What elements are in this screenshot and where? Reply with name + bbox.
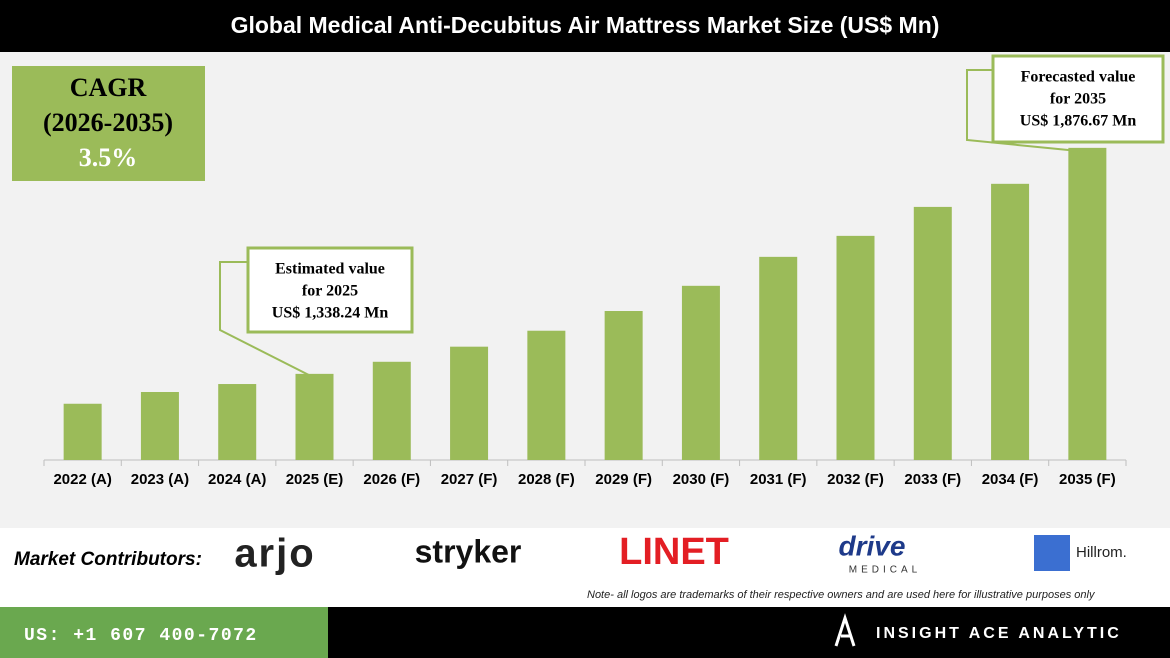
x-tick-label: 2022 (A) <box>53 471 111 488</box>
callout-text: Forecasted value <box>1021 69 1136 86</box>
footer-phone: US: +1 607 400-7072 <box>24 626 258 646</box>
x-tick-label: 2033 (F) <box>904 471 961 488</box>
logo-medical: MEDICAL <box>849 565 921 576</box>
bar <box>991 183 1030 460</box>
x-tick-label: 2030 (F) <box>673 471 730 488</box>
x-tick-label: 2026 (F) <box>363 471 420 488</box>
logo-arjo: arjo <box>234 532 315 576</box>
x-tick-label: 2025 (E) <box>286 471 344 488</box>
callout-box <box>991 54 1165 144</box>
title-bar <box>0 0 1170 52</box>
contributors-band <box>0 528 1170 607</box>
chart-title: Global Medical Anti-Decubitus Air Mattre… <box>231 12 940 38</box>
bar <box>681 285 720 460</box>
cagr-value: 3.5% <box>79 143 138 172</box>
x-tick-label: 2027 (F) <box>441 471 498 488</box>
logo-stryker: stryker <box>415 533 522 569</box>
bar <box>527 330 566 460</box>
cagr-label: CAGR <box>70 73 147 102</box>
x-tick-label: 2034 (F) <box>982 471 1039 488</box>
bar <box>372 361 411 460</box>
value-label: US$ 1,876.67 Mn <box>1020 113 1137 130</box>
logo-hillrom-mark <box>1034 535 1070 571</box>
cagr-box <box>12 66 205 181</box>
footer-phone-bg <box>0 607 328 658</box>
callout-text: for 2035 <box>1050 91 1106 108</box>
x-tick-label: 2023 (A) <box>131 471 189 488</box>
bar <box>140 392 179 460</box>
note: Note- all logos are trademarks of their … <box>587 589 1096 601</box>
callout-line <box>219 261 315 379</box>
contributors-label: Market Contributors: <box>14 549 202 570</box>
x-tick-label: 2035 (F) <box>1059 471 1116 488</box>
x-tick-label: 2028 (F) <box>518 471 575 488</box>
callout-text: Estimated value <box>275 261 385 278</box>
logo-hillrom: Hillrom. <box>1076 544 1127 561</box>
bar <box>450 346 489 460</box>
logo-drive: drive <box>839 530 906 561</box>
x-tick-label: 2032 (F) <box>827 471 884 488</box>
x-tick-label: 2031 (F) <box>750 471 807 488</box>
bar <box>218 384 257 460</box>
callout-text: for 2025 <box>302 283 358 300</box>
callout-line <box>966 69 1088 153</box>
bar <box>604 310 643 460</box>
logo-linet: LINET <box>619 531 729 573</box>
bar <box>836 235 875 460</box>
bar <box>295 373 334 460</box>
value-label: US$ 1,338.24 Mn <box>272 305 389 322</box>
brand-icon <box>834 613 856 647</box>
bar <box>759 256 798 460</box>
bar <box>913 206 952 460</box>
cagr-period: (2026-2035) <box>43 108 173 137</box>
bar <box>63 403 102 460</box>
x-tick-label: 2024 (A) <box>208 471 266 488</box>
footer-brand: INSIGHT ACE ANALYTIC <box>876 625 1122 642</box>
callout-box <box>246 246 414 334</box>
x-tick-label: 2029 (F) <box>595 471 652 488</box>
bar <box>1068 147 1107 460</box>
